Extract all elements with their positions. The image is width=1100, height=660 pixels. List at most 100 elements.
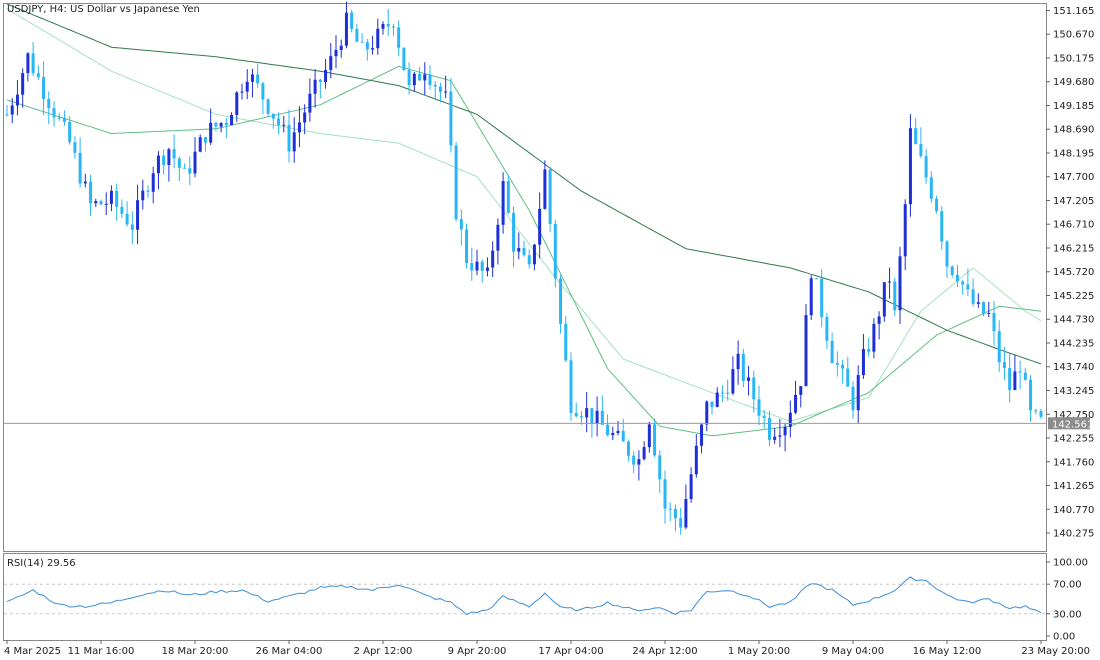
candle-body [376, 28, 380, 49]
candle-body [412, 73, 416, 86]
time-tick-label: 2 Apr 12:00 [354, 646, 413, 657]
candle-body [684, 499, 688, 528]
candle-body [783, 426, 787, 436]
candle-body [313, 79, 317, 94]
candle-body [653, 424, 657, 456]
candle-body [522, 248, 526, 256]
candle-body [496, 224, 500, 251]
time-tick-label: 26 Mar 04:00 [256, 646, 323, 657]
candle-body [1013, 371, 1017, 391]
candle-body [94, 201, 98, 204]
candle-body [861, 348, 865, 376]
candle-body [78, 152, 82, 184]
rsi-panel-frame [3, 553, 1047, 641]
candle-body [579, 416, 583, 418]
candle-body [679, 518, 683, 528]
candlestick-layer [5, 1, 1043, 535]
price-tick-label: 148.690 [1053, 125, 1094, 136]
candle-body [512, 212, 516, 252]
candle-body [397, 27, 401, 48]
candle-body [99, 201, 103, 205]
candle-body [757, 399, 761, 416]
candle-body [256, 74, 260, 84]
candle-body [250, 74, 254, 82]
candle-body [992, 312, 996, 332]
candle-body [214, 122, 218, 127]
candle-body [961, 281, 965, 285]
candle-body [705, 401, 709, 425]
candle-body [762, 415, 766, 418]
rsi-tick-label: 30.00 [1053, 609, 1082, 620]
price-tick-label: 140.770 [1053, 505, 1094, 516]
candle-body [1018, 371, 1022, 373]
candle-body [428, 74, 432, 85]
price-panel-frame [3, 3, 1047, 552]
candle-body [444, 91, 448, 93]
candle-body [1029, 379, 1033, 411]
candle-body [538, 208, 542, 245]
candle-body [835, 363, 839, 365]
candle-body [339, 45, 343, 50]
candle-body [219, 123, 223, 127]
candle-body [982, 302, 986, 314]
candle-body [334, 49, 338, 57]
candle-body [569, 360, 573, 414]
candle-body [454, 145, 458, 220]
candle-body [543, 169, 547, 209]
candle-body [919, 143, 923, 157]
candle-body [532, 244, 536, 265]
candle-body [590, 408, 594, 424]
price-tick-label: 140.275 [1053, 529, 1094, 540]
candle-body [162, 155, 166, 165]
candle-body [209, 122, 213, 143]
candle-body [465, 229, 469, 264]
candle-body [825, 316, 829, 341]
candle-body [809, 278, 813, 316]
candle-body [788, 412, 792, 427]
candle-body [971, 289, 975, 304]
candle-body [245, 81, 249, 92]
candle-body [62, 117, 66, 122]
candle-body [642, 447, 646, 460]
candle-body [470, 263, 474, 271]
candle-body [929, 177, 933, 199]
time-tick-label: 24 Apr 12:00 [632, 646, 697, 657]
candle-body [151, 173, 155, 192]
candle-body [130, 224, 134, 230]
candle-body [109, 190, 113, 204]
candle-body [637, 459, 641, 465]
candle-body [600, 410, 604, 425]
candle-body [224, 123, 228, 125]
candle-body [407, 70, 411, 86]
candle-body [501, 181, 505, 225]
candle-body [115, 190, 119, 207]
candle-body [266, 99, 270, 114]
rsi-axis: 100.00 70.00 30.00 0.00 [1046, 558, 1088, 643]
rsi-line [6, 576, 1042, 616]
candle-body [271, 113, 275, 119]
time-tick-label: 4 Mar 2025 [4, 646, 61, 657]
time-tick-label: 11 Mar 16:00 [68, 646, 135, 657]
rsi-tick-label: 0.00 [1053, 632, 1075, 643]
candle-body [710, 401, 714, 407]
candle-body [89, 181, 93, 204]
price-tick-label: 146.710 [1053, 220, 1094, 231]
time-axis: 4 Mar 2025 11 Mar 16:00 18 Mar 20:00 26 Mar… [4, 640, 1090, 657]
candle-body [851, 386, 855, 411]
candle-body [31, 53, 35, 74]
candle-body [820, 278, 824, 317]
price-tick-label: 142.255 [1053, 434, 1094, 445]
candle-body [449, 91, 453, 146]
candle-body [292, 132, 296, 152]
rsi-tick-label: 70.00 [1053, 580, 1082, 591]
candle-body [47, 98, 51, 109]
candle-body [1002, 362, 1006, 369]
candle-body [846, 368, 850, 387]
price-tick-label: 151.165 [1053, 6, 1094, 17]
chart-symbol-label: USDJPY, H4: US Dollar vs Japanese Yen [7, 4, 200, 15]
candle-body [240, 91, 244, 93]
candle-body [177, 158, 181, 168]
candle-body [282, 124, 286, 126]
price-tick-label: 144.730 [1053, 315, 1094, 326]
candle-body [778, 435, 782, 437]
